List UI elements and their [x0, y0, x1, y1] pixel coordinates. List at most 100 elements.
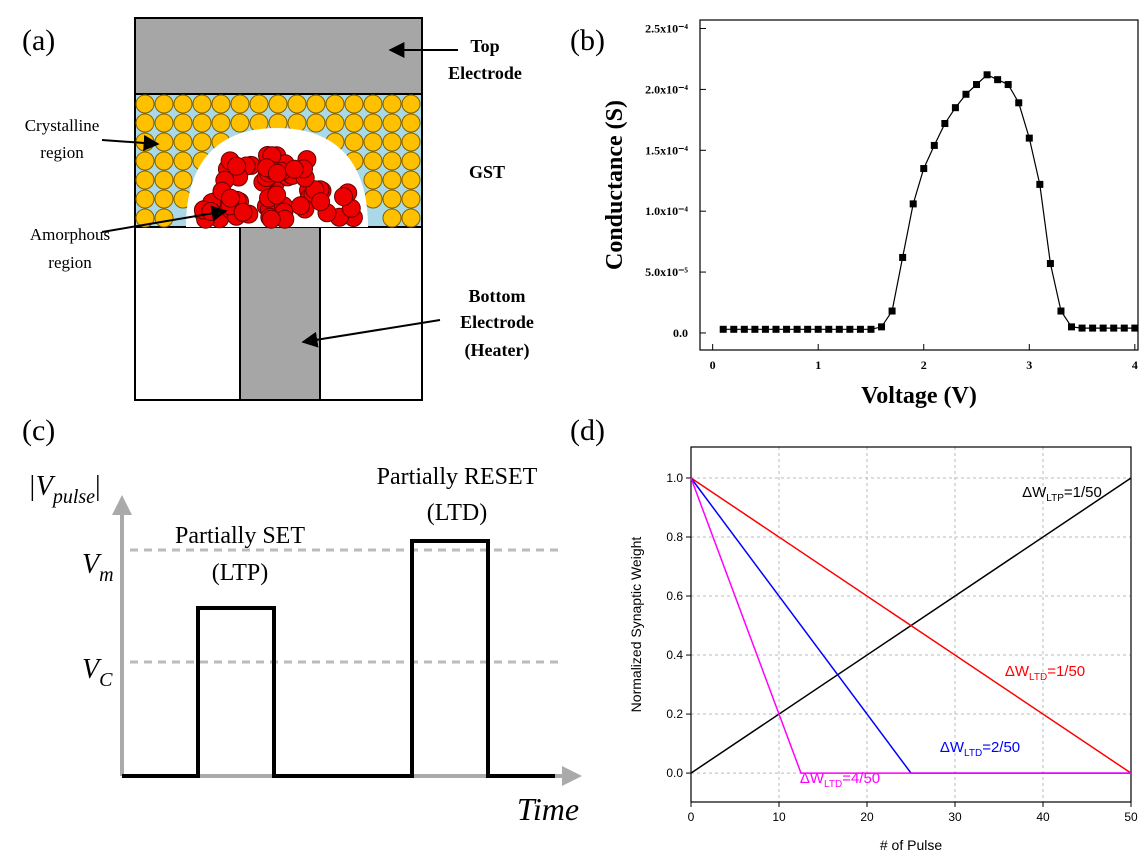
x-tick-label: 0 — [688, 810, 695, 824]
text: ΔW — [940, 739, 965, 756]
crystal-grain — [230, 94, 250, 114]
crystal-grain — [135, 151, 155, 171]
crystal-grain — [268, 94, 288, 114]
y-axis-title: |Vpulse| — [28, 471, 101, 508]
amorphous-grain — [291, 196, 310, 216]
data-point — [909, 200, 917, 208]
label: region — [40, 143, 84, 162]
crystal-grain — [363, 170, 383, 190]
y-axis-title: Normalized Synaptic Weight — [628, 537, 644, 713]
crystal-grain — [363, 113, 383, 133]
data-point — [941, 120, 949, 128]
text: ΔW — [1022, 484, 1047, 501]
y-tick-label: 1.5x10⁻⁴ — [645, 143, 688, 157]
crystal-grain — [325, 94, 345, 114]
series-label: ΔWLTD=4/50 — [800, 770, 880, 790]
x-tick-label: 0 — [710, 358, 716, 372]
data-point — [772, 325, 780, 333]
data-point — [962, 90, 970, 98]
label: Crystalline — [25, 116, 100, 135]
chart: 0 1 2 3 4 0.0 5.0x10⁻⁵ 1.0x10⁻⁴ 1.5x10⁻⁴ 2.0x10⁻⁴… — [602, 19, 1139, 409]
chart: 0 10 20 30 40 500.00.20.40.60.81.0ΔWLTP=1/50Δ… — [628, 446, 1138, 853]
crystal-grain — [401, 208, 421, 228]
crystal-grain — [344, 94, 364, 114]
crystal-grain — [135, 170, 155, 190]
crystal-grain — [306, 113, 326, 133]
vc-label: VC — [82, 654, 113, 691]
y-tick-label: 2.0x10⁻⁴ — [645, 82, 688, 96]
data-point — [920, 165, 928, 173]
plot-frame — [690, 446, 1132, 803]
amorphous-grain — [233, 202, 253, 222]
top-electrode — [134, 17, 423, 95]
amorphous-grain — [267, 163, 287, 183]
y-tick-label: 0.4 — [666, 648, 683, 662]
text: LTP — [1046, 493, 1064, 504]
data-point — [804, 325, 812, 333]
crystal-grain — [135, 189, 155, 209]
panel-label: (d) — [570, 414, 605, 447]
amorphous-grain — [267, 185, 287, 205]
arrow — [301, 319, 441, 348]
label: Top — [470, 36, 499, 56]
crystal-grain — [344, 113, 364, 133]
y-tick-label: 2.5x10⁻⁴ — [645, 22, 688, 36]
series-label: ΔWLTD=2/50 — [940, 739, 1020, 759]
label: Electrode — [448, 63, 522, 83]
crystal-grain — [135, 94, 155, 114]
data-point — [814, 325, 822, 333]
x-tick-label: 4 — [1132, 358, 1138, 372]
label: Partially RESET — [377, 464, 538, 490]
data-line — [690, 477, 1131, 774]
data-point — [835, 325, 843, 333]
text: V — [82, 654, 102, 685]
data-point — [783, 325, 791, 333]
vm-label: Vm — [82, 549, 114, 586]
data-point — [1057, 307, 1065, 315]
arrow — [101, 134, 160, 151]
crystal-grain — [135, 113, 155, 133]
crystal-grain — [173, 151, 193, 171]
crystal-grain — [306, 94, 326, 114]
grains — [135, 94, 421, 229]
y-tick-label: 1.0x10⁻⁴ — [645, 204, 688, 218]
text: |V — [28, 471, 56, 502]
amorphous-grain — [261, 209, 281, 229]
data-point — [1120, 324, 1128, 332]
series-label: ΔWLTD=1/50 — [1005, 663, 1085, 683]
crystal-grain — [363, 132, 383, 152]
x-tick-label: 3 — [1026, 358, 1032, 372]
crystal-grain — [382, 151, 402, 171]
data-point — [1131, 324, 1139, 332]
x-axis-title: Time — [517, 791, 579, 827]
crystal-grain — [363, 189, 383, 209]
text: C — [99, 669, 113, 691]
panel-label: (b) — [570, 24, 605, 57]
panel-label: (c) — [22, 414, 55, 447]
data-point — [856, 325, 864, 333]
crystal-grain — [154, 208, 174, 228]
crystal-grain — [363, 94, 383, 114]
data-point — [1025, 134, 1033, 142]
label: (LTD) — [427, 500, 487, 526]
crystal-grain — [401, 132, 421, 152]
y-axis-title: Conductance (S) — [602, 100, 628, 270]
text: LTD — [1029, 672, 1047, 683]
crystal-grain — [382, 170, 402, 190]
crystal-grain — [211, 113, 231, 133]
crystal-grain — [135, 208, 155, 228]
plot-frame — [699, 19, 1139, 351]
crystal-grain — [401, 189, 421, 209]
crystal-grain — [363, 151, 383, 171]
label: GST — [469, 162, 505, 182]
pulse-train — [122, 539, 555, 778]
text: ΔW — [1005, 663, 1030, 680]
y-tick-label: 0.0 — [673, 326, 688, 340]
crystal-grain — [382, 132, 402, 152]
text: =1/50 — [1064, 484, 1102, 501]
crystal-grain — [154, 94, 174, 114]
data-line — [723, 74, 1135, 330]
data-point — [825, 325, 833, 333]
heater — [239, 226, 321, 401]
